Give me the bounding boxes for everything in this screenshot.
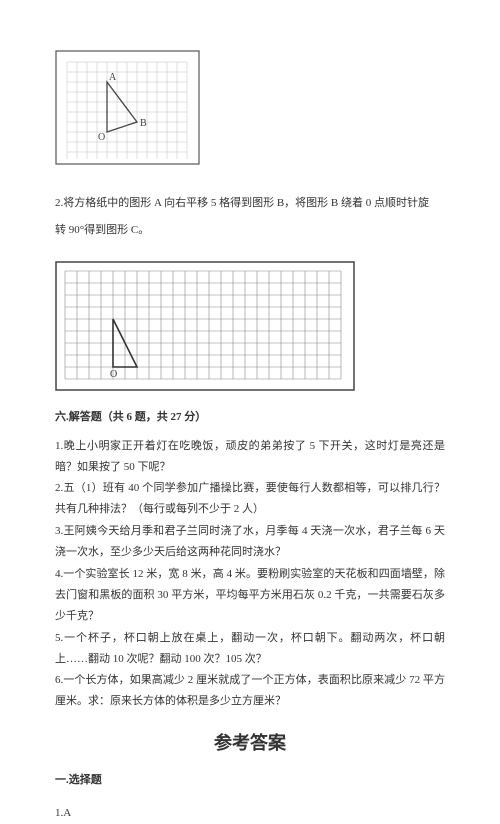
question-3: 3.王阿姨今天给月季和君子兰同时浇了水，月季每 4 天浇一次水，君子兰每 6 天… [55,521,445,563]
problem-2-line2: 转 90°得到图形 C。 [55,220,445,241]
svg-text:O: O [98,132,105,143]
question-2: 2.五（1）班有 40 个同学参加广播操比赛，要使每行人数都相等，可以排几行？共… [55,478,445,520]
question-4: 4.一个实验室长 12 米，宽 8 米，高 4 米。要粉刷实验室的天花板和四面墙… [55,564,445,627]
section-6-title: 六.解答题（共 6 题，共 27 分） [55,407,445,428]
question-6: 6.一个长方体，如果高减少 2 厘米就成了一个正方体，表面积比原来减少 72 平… [55,670,445,712]
figure-1: A B O [55,50,445,165]
svg-text:B: B [140,118,147,129]
svg-text:O: O [110,369,117,380]
answers-title: 参考答案 [55,726,445,760]
question-list: 1.晚上小明家正开着灯在吃晚饭，顽皮的弟弟按了 5 下开关，这时灯是亮还是暗？如… [55,436,445,713]
grid-triangle-2: O [55,261,355,391]
grid-triangle-1: A B O [55,50,200,165]
question-5: 5.一个杯子，杯口朝上放在桌上，翻动一次，杯口朝下。翻动两次，杯口朝上……翻动 … [55,628,445,670]
answer-1: 1.A [55,803,445,824]
question-1: 1.晚上小明家正开着灯在吃晚饭，顽皮的弟弟按了 5 下开关，这时灯是亮还是暗？如… [55,436,445,478]
figure-2: O [55,261,445,391]
problem-2-line1: 2.将方格纸中的图形 A 向右平移 5 格得到图形 B，将图形 B 绕着 0 点… [55,193,445,214]
answer-section-1-title: 一.选择题 [55,770,445,791]
svg-text:A: A [109,72,117,83]
